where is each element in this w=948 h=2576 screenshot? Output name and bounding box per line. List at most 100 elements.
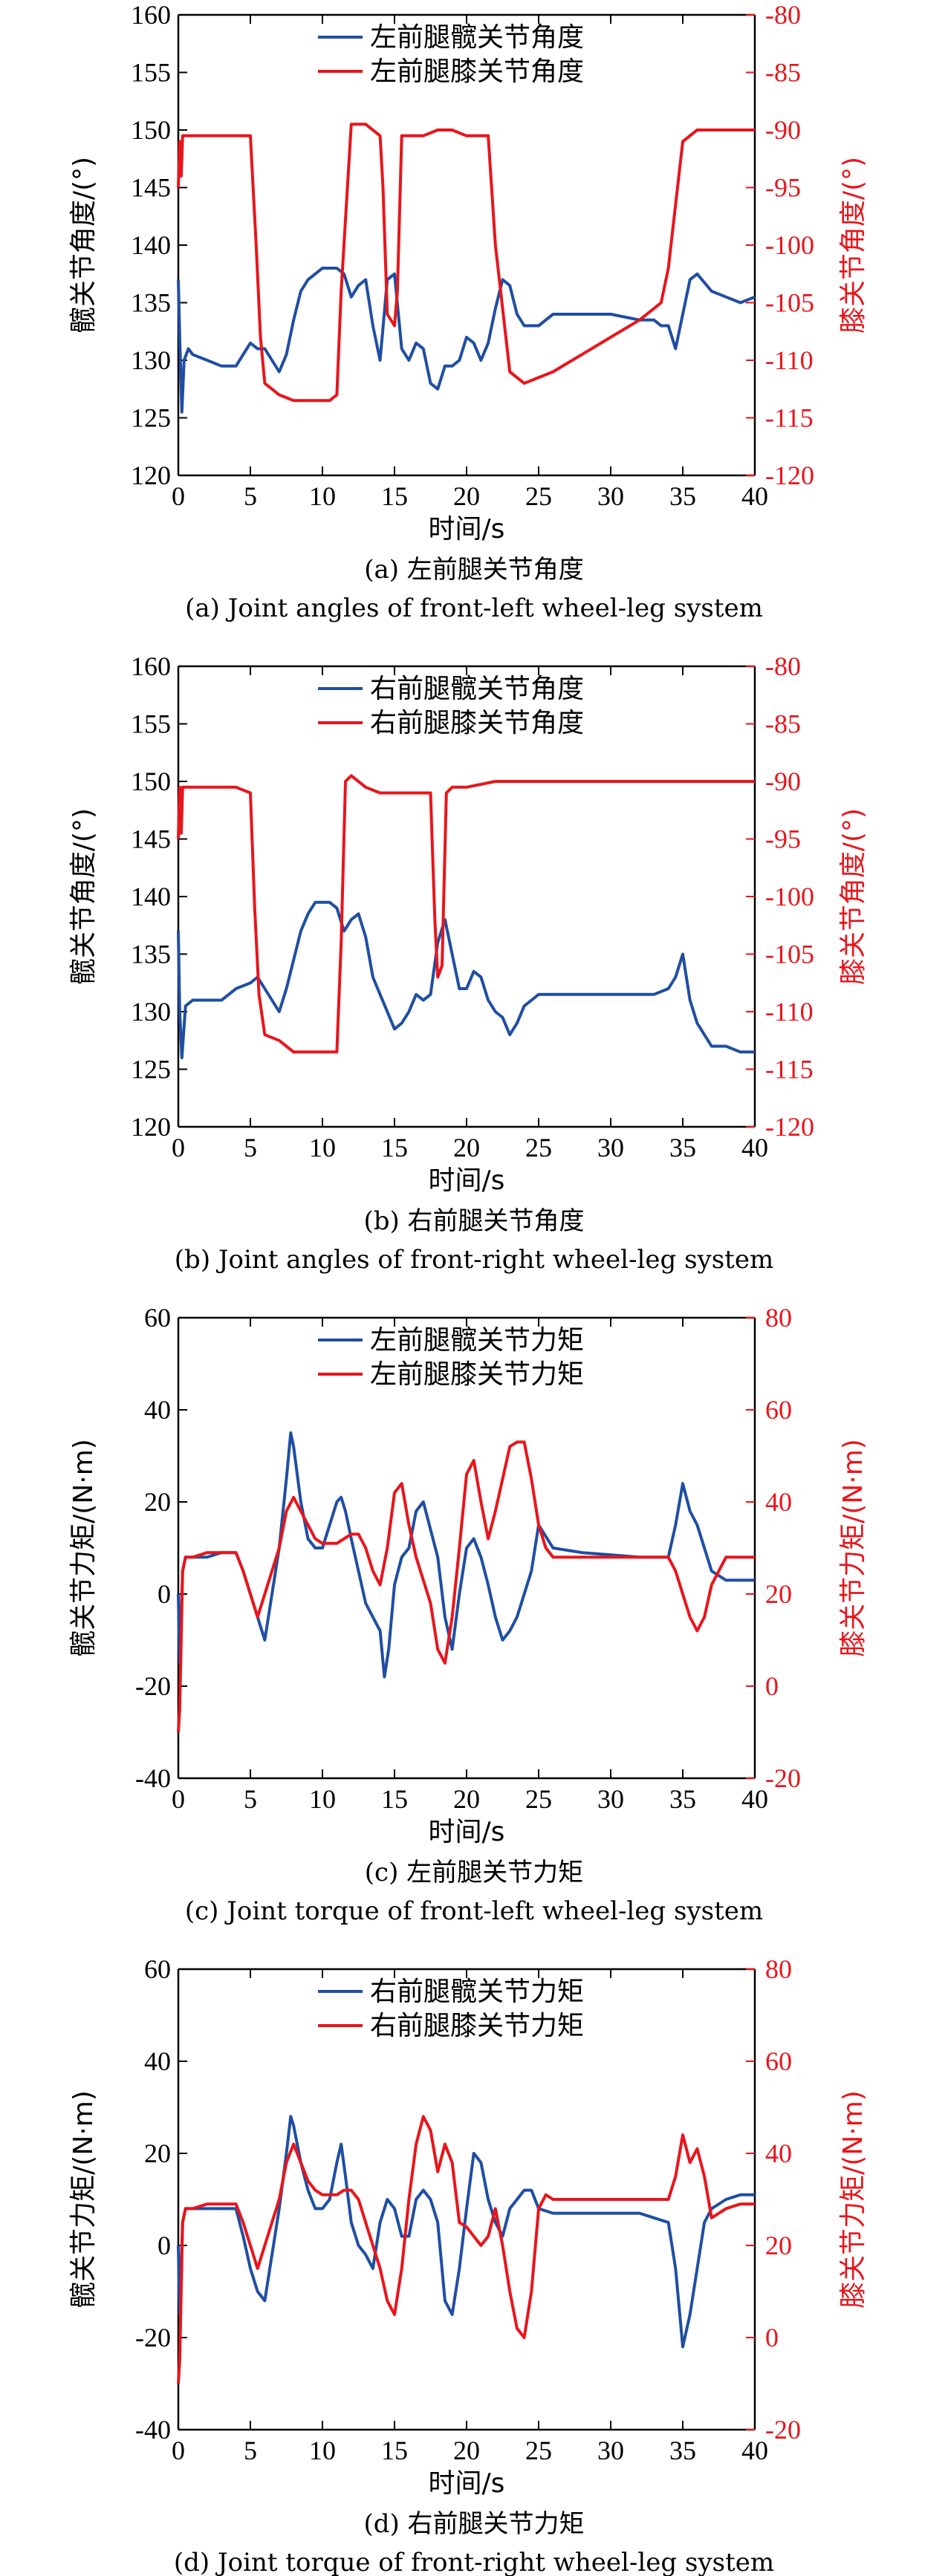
- right-y-tick-label: -80: [765, 651, 801, 681]
- legend-label: 右前腿膝关节力矩: [370, 2011, 584, 2041]
- left-y-tick-label: 155: [131, 709, 171, 739]
- x-tick-label: 15: [381, 2436, 408, 2465]
- left-y-tick-label: 20: [144, 1487, 171, 1517]
- right-y-tick-label: -90: [765, 115, 801, 145]
- x-tick-label: 10: [309, 1133, 336, 1162]
- caption-chinese: (a) 左前腿关节角度: [364, 555, 584, 585]
- chart-panel-4: 0 5 10 15 20 25 30 35 40 -40 -20 0 20 40 60 -20 0 20 40 60 8…: [68, 1954, 869, 2576]
- right-y-axis-label: 膝关节角度/(°): [838, 808, 869, 985]
- x-tick-label: 35: [669, 481, 696, 511]
- right-y-tick-label: 20: [765, 1579, 792, 1609]
- x-tick-label: 10: [309, 481, 336, 511]
- right-y-tick-label: -110: [765, 345, 814, 375]
- left-y-axis-label: 髋关节力矩/(N·m): [68, 1439, 99, 1657]
- left-y-tick-label: 60: [144, 1954, 171, 1984]
- left-y-tick-label: 40: [144, 2046, 171, 2076]
- x-tick-label: 0: [172, 2436, 185, 2465]
- left-y-tick-label: 160: [131, 651, 171, 681]
- x-tick-label: 25: [525, 1784, 552, 1814]
- left-y-tick-label: 130: [131, 345, 171, 375]
- legend-label: 左前腿膝关节角度: [370, 56, 584, 87]
- caption-english: (d) Joint torque of front-right wheel-le…: [174, 2548, 774, 2576]
- right-y-tick-label: -115: [765, 403, 814, 433]
- caption-english: (b) Joint angles of front-right wheel-le…: [175, 1245, 773, 1275]
- legend-label: 右前腿髋关节角度: [370, 674, 584, 704]
- x-tick-label: 0: [172, 1784, 185, 1814]
- legend-label: 左前腿髋关节力矩: [370, 1325, 584, 1356]
- left-y-tick-label: 150: [131, 115, 171, 145]
- caption-chinese: (d) 右前腿关节力矩: [363, 2509, 584, 2539]
- x-tick-label: 30: [597, 2436, 624, 2465]
- left-y-tick-label: -40: [135, 1763, 171, 1793]
- x-tick-label: 20: [453, 1784, 480, 1814]
- x-tick-label: 20: [453, 1133, 480, 1162]
- right-y-tick-label: -90: [765, 767, 801, 796]
- x-tick-label: 30: [597, 1784, 624, 1814]
- chart-panel-1: 0 5 10 15 20 25 30 35 40 120 125 130 135 140 145 150 155…: [68, 0, 869, 623]
- legend-label: 左前腿髋关节角度: [370, 22, 584, 53]
- x-tick-label: 15: [381, 1133, 408, 1162]
- x-tick-label: 10: [309, 1784, 336, 1814]
- left-y-tick-label: 155: [131, 58, 171, 88]
- x-tick-label: 30: [597, 481, 624, 511]
- right-y-axis-label: 膝关节角度/(°): [838, 157, 869, 334]
- left-y-tick-label: 160: [131, 0, 171, 30]
- left-y-tick-label: 140: [131, 882, 171, 911]
- x-axis-label: 时间/s: [429, 514, 505, 544]
- x-tick-label: 20: [453, 2436, 480, 2465]
- x-tick-label: 5: [244, 481, 257, 511]
- x-tick-label: 20: [453, 481, 480, 511]
- left-y-tick-label: 0: [158, 1579, 171, 1609]
- x-axis-label: 时间/s: [429, 2468, 505, 2499]
- x-tick-label: 10: [309, 2436, 336, 2465]
- chart-panel-3: 0 5 10 15 20 25 30 35 40 -40 -20 0 20 40 60 -20 0 20 40 60 8…: [68, 1303, 869, 1926]
- left-y-tick-label: 130: [131, 997, 171, 1027]
- knee-series-line: [177, 774, 755, 1054]
- left-y-tick-label: 145: [131, 824, 171, 854]
- legend-label: 右前腿膝关节角度: [370, 708, 584, 738]
- right-y-tick-label: -80: [765, 0, 801, 30]
- right-y-tick-label: -100: [765, 882, 814, 911]
- left-y-tick-label: 20: [144, 2138, 171, 2168]
- left-y-axis-label: 髋关节力矩/(N·m): [68, 2090, 99, 2309]
- left-y-tick-label: 135: [131, 288, 171, 318]
- x-tick-label: 0: [172, 1133, 185, 1162]
- x-tick-label: 25: [525, 1133, 552, 1162]
- left-y-tick-label: 135: [131, 940, 171, 969]
- left-y-tick-label: 40: [144, 1395, 171, 1425]
- caption-english: (a) Joint angles of front-left wheel-leg…: [185, 593, 763, 623]
- right-y-tick-label: -120: [765, 461, 814, 490]
- x-tick-label: 40: [741, 1133, 768, 1162]
- caption-chinese: (b) 右前腿关节角度: [363, 1206, 584, 1236]
- right-y-tick-label: -20: [765, 2415, 801, 2445]
- hip-series-line: [177, 2115, 755, 2349]
- left-y-tick-label: -20: [135, 1671, 171, 1701]
- right-y-tick-label: -115: [765, 1055, 814, 1084]
- left-y-tick-label: 145: [131, 173, 171, 203]
- right-y-tick-label: 80: [765, 1954, 792, 1984]
- x-tick-label: 40: [741, 2436, 768, 2465]
- left-y-tick-label: 120: [131, 1112, 171, 1142]
- x-tick-label: 40: [741, 1784, 768, 1814]
- x-tick-label: 40: [741, 481, 768, 511]
- x-tick-label: 5: [244, 1133, 257, 1162]
- knee-series-line: [177, 1440, 755, 1733]
- caption-english: (c) Joint torque of front-left wheel-leg…: [185, 1896, 763, 1926]
- x-tick-label: 5: [244, 1784, 257, 1814]
- left-y-tick-label: 120: [131, 461, 171, 490]
- x-tick-label: 30: [597, 1133, 624, 1162]
- x-axis-label: 时间/s: [429, 1817, 505, 1847]
- legend-label: 右前腿髋关节力矩: [370, 1977, 584, 2007]
- x-axis-label: 时间/s: [429, 1165, 505, 1196]
- right-y-axis-label: 膝关节力矩/(N·m): [838, 1439, 869, 1657]
- right-y-tick-label: 80: [765, 1303, 792, 1333]
- x-tick-label: 25: [525, 481, 552, 511]
- x-tick-label: 15: [381, 481, 408, 511]
- left-y-axis-label: 髋关节角度/(°): [68, 157, 99, 334]
- right-y-tick-label: -85: [765, 58, 801, 88]
- hip-series-line: [177, 1431, 755, 1679]
- left-y-tick-label: 125: [131, 1055, 171, 1084]
- right-y-tick-label: 40: [765, 1487, 792, 1517]
- right-y-tick-label: 60: [765, 2046, 792, 2076]
